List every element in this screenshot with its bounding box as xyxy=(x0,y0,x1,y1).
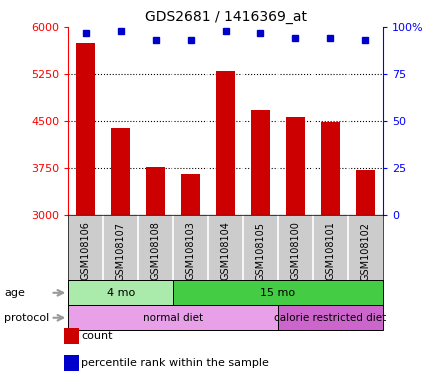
Text: calorie restricted diet: calorie restricted diet xyxy=(274,313,386,323)
Text: GSM108105: GSM108105 xyxy=(256,222,265,281)
Text: percentile rank within the sample: percentile rank within the sample xyxy=(81,358,269,368)
Bar xyxy=(286,117,305,215)
Text: GSM108103: GSM108103 xyxy=(186,222,195,280)
Bar xyxy=(216,71,235,215)
Bar xyxy=(181,174,200,215)
Text: GSM108106: GSM108106 xyxy=(81,222,91,280)
Text: GSM108107: GSM108107 xyxy=(116,222,126,281)
Text: age: age xyxy=(4,288,25,298)
Text: GSM108108: GSM108108 xyxy=(150,222,161,280)
Bar xyxy=(76,43,95,215)
FancyBboxPatch shape xyxy=(173,280,383,305)
Text: GSM108102: GSM108102 xyxy=(360,222,370,281)
Text: GSM108101: GSM108101 xyxy=(325,222,335,280)
Text: count: count xyxy=(81,331,113,341)
Text: 15 mo: 15 mo xyxy=(260,288,296,298)
FancyBboxPatch shape xyxy=(68,280,173,305)
Bar xyxy=(146,167,165,215)
Text: GSM108100: GSM108100 xyxy=(290,222,301,280)
Bar xyxy=(251,110,270,215)
FancyBboxPatch shape xyxy=(278,305,383,330)
Text: 4 mo: 4 mo xyxy=(106,288,135,298)
Text: GSM108104: GSM108104 xyxy=(220,222,231,280)
Bar xyxy=(321,122,340,215)
Text: protocol: protocol xyxy=(4,313,50,323)
Bar xyxy=(111,129,130,215)
Bar xyxy=(356,170,375,215)
Title: GDS2681 / 1416369_at: GDS2681 / 1416369_at xyxy=(144,10,307,25)
Text: normal diet: normal diet xyxy=(143,313,203,323)
FancyBboxPatch shape xyxy=(68,305,278,330)
